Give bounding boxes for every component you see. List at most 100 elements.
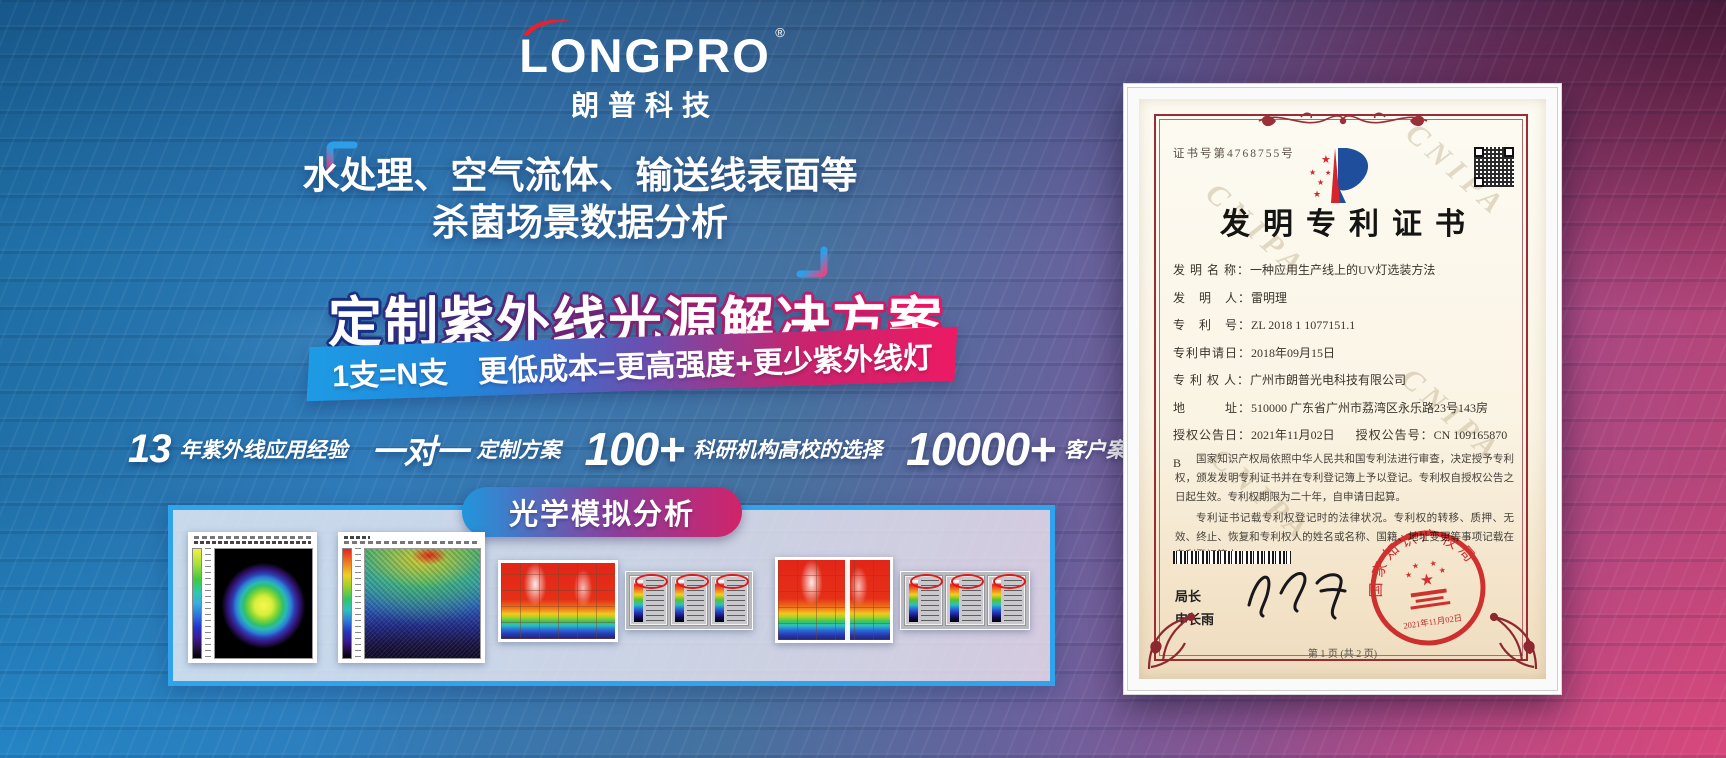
colorbar-widget <box>670 574 709 625</box>
patent-certificate-paper: CNIPA CNIPA CNIPA CNIPA 证书号第4768755号 <box>1139 99 1546 679</box>
figure-title-text <box>344 536 370 539</box>
colorbar-ticks <box>355 548 361 659</box>
seal-date: 2021年11月02日 <box>1403 613 1463 631</box>
figure-axis-text <box>344 541 479 544</box>
headline-line1: 水处理、空气流体、输送线表面等 <box>302 155 858 196</box>
svg-text:★: ★ <box>1321 153 1331 166</box>
colorbar-ticks <box>646 580 664 622</box>
highlight-ellipse-annotation <box>716 574 750 589</box>
colorbar-widget <box>905 574 943 625</box>
certificate-number: 证书号第4768755号 <box>1173 148 1295 160</box>
corner-flourish-icon <box>1489 612 1538 670</box>
director-name: 申长雨 <box>1175 612 1215 627</box>
colorbar-widget <box>711 574 750 625</box>
colorbar-panel <box>900 571 1030 630</box>
colorbar <box>342 548 352 659</box>
director-signature <box>1247 572 1347 620</box>
svg-text:★: ★ <box>1429 559 1437 569</box>
field-patentee: 专 利 权 人：广州市朗普光电科技有限公司 <box>1173 373 1407 387</box>
field-address: 地 址：510000 广东省广州市荔湾区永乐路23号143房 <box>1173 400 1489 415</box>
colorbar <box>634 580 643 622</box>
certificate-fields: 发 明 名 称：一种应用生产线上的UV灯选装方法 发 明 人：雷明理 专 利 号… <box>1173 257 1516 477</box>
corner-flourish-icon <box>1147 612 1196 670</box>
field-patent-number: 专 利 号：ZL 2018 1 1077151.1 <box>1173 318 1356 332</box>
simulation-badge: 光学模拟分析 <box>462 487 742 537</box>
stat-institutions-number: 100+ <box>584 423 686 475</box>
svg-text:★: ★ <box>1325 169 1331 177</box>
colorbar-widget <box>630 574 668 625</box>
stat-institutions: 100+ 科研机构高校的选择 <box>585 422 883 476</box>
highlight-ellipse-annotation <box>635 574 668 589</box>
brand-logo: LONGPRO ® 朗普科技 <box>500 19 790 124</box>
svg-text:★: ★ <box>1309 168 1316 177</box>
svg-text:★: ★ <box>1313 190 1321 200</box>
brand-name: LONGPRO <box>519 29 771 82</box>
official-seal: 国家知识产权局 ★ ★★ ★★ 2021年11月02日 <box>1359 519 1486 646</box>
barcode <box>1173 551 1291 564</box>
stat-one-on-one: 一对一 定制方案 <box>372 425 561 473</box>
colorbar-ticks <box>921 580 940 622</box>
stat-institutions-label: 科研机构高校的选择 <box>693 439 883 462</box>
logo-swoosh-icon <box>523 19 572 36</box>
svg-text:★: ★ <box>1317 178 1324 187</box>
colorbar <box>950 580 960 622</box>
patent-certificate-frame: CNIPA CNIPA CNIPA CNIPA 证书号第4768755号 <box>1123 83 1562 695</box>
surface-heatmap <box>778 560 890 640</box>
director-title: 局长 <box>1175 589 1202 604</box>
irradiance-map-figure <box>188 532 317 663</box>
quote-bracket-top-left-icon <box>326 141 358 173</box>
colorbar <box>674 580 684 622</box>
highlight-ellipse-annotation <box>910 574 943 589</box>
field-grant: 授权公告日：2021年11月02日 授权公告号：CN 109165870 B <box>1173 428 1508 470</box>
beam-spot-heatmap <box>214 548 313 659</box>
colorbar-ticks <box>727 580 746 622</box>
noise-heatmap <box>364 548 481 659</box>
colorbar <box>909 580 918 622</box>
figure-title-text <box>194 536 311 539</box>
stat-one-on-one-number: 一对一 <box>371 433 469 470</box>
cnipa-logo-icon: ★★ ★★ ★ <box>1309 148 1369 203</box>
colorbar <box>715 580 725 622</box>
registered-mark: ® <box>775 25 787 40</box>
highlight-ellipse-annotation <box>992 574 1026 589</box>
brand-name-cn: 朗普科技 <box>570 89 719 121</box>
brand-logo-text: LONGPRO ® <box>519 19 785 82</box>
certificate-page-number: 第 1 页 (共 2 页) <box>1307 649 1378 660</box>
colorbar <box>991 580 1001 622</box>
highlight-ellipse-annotation <box>951 574 985 589</box>
colorbar-widget <box>987 574 1026 625</box>
director-block: 局长 申长雨 <box>1175 585 1214 631</box>
colorbar-panel <box>625 571 753 630</box>
quote-bracket-bottom-right-icon <box>796 246 828 278</box>
svg-text:★: ★ <box>1438 565 1446 575</box>
colorbar-ticks <box>686 580 705 622</box>
colorbar-ticks <box>1003 580 1022 622</box>
svg-text:★: ★ <box>1404 570 1412 580</box>
field-apply-date: 专利申请日：2018年09月15日 <box>1173 345 1336 360</box>
field-invention-name: 发 明 名 称：一种应用生产线上的UV灯选装方法 <box>1173 263 1436 277</box>
headline: 水处理、空气流体、输送线表面等 杀菌场景数据分析 <box>295 152 865 246</box>
stats-row: 13 年紫外线应用经验 一对一 定制方案 100+ 科研机构高校的选择 1000… <box>128 422 1190 476</box>
qr-code <box>1474 147 1514 187</box>
field-inventor: 发 明 人：雷明理 <box>1173 290 1288 305</box>
top-ornament-icon <box>1258 112 1427 127</box>
svg-text:★: ★ <box>1419 569 1436 590</box>
stat-one-on-one-label: 定制方案 <box>476 439 561 462</box>
certificate-paragraph-1: 国家知识产权局依照中华人民共和国专利法进行审查，决定授予专利权，颁发发明专利证书… <box>1175 454 1514 503</box>
certificate-title: 发明专利证书 <box>1220 208 1478 241</box>
scatter-map-figure <box>338 532 485 663</box>
stat-experience-number: 13 <box>128 426 171 471</box>
highlight-ellipse-annotation <box>675 574 709 589</box>
headline-line2: 杀菌场景数据分析 <box>432 202 728 243</box>
svg-text:★: ★ <box>1411 561 1419 571</box>
stat-cases-number: 10000+ <box>906 423 1056 475</box>
surface-heatmap-figure <box>498 560 618 642</box>
colorbar-ticks <box>962 580 981 622</box>
stat-experience-label: 年紫外线应用经验 <box>179 439 348 462</box>
figure-subtitle-text <box>194 541 311 544</box>
surface-heatmap-wide-figure <box>775 557 893 643</box>
simulation-badge-label: 光学模拟分析 <box>508 499 695 531</box>
surface-heatmap <box>501 563 615 639</box>
stat-experience: 13 年紫外线应用经验 <box>128 427 348 472</box>
